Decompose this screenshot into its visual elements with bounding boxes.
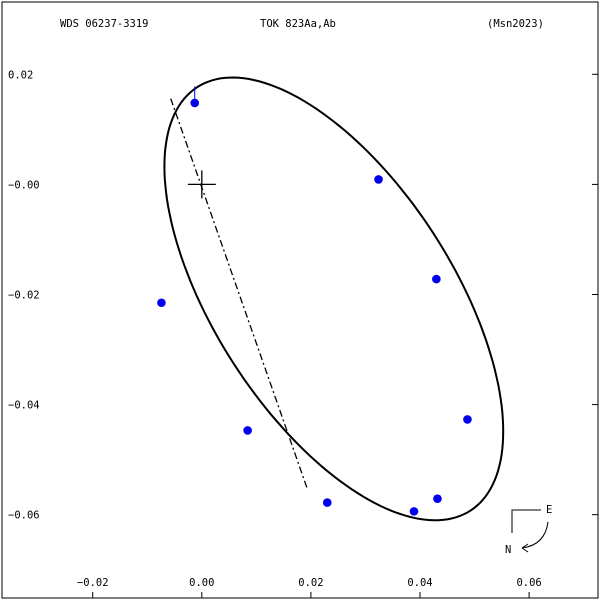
x-tick-label: 0.02 <box>298 577 323 589</box>
observation-points <box>157 98 472 516</box>
residual-lines <box>194 86 196 103</box>
compass-east-label: E <box>546 504 552 516</box>
observation-point <box>322 498 332 507</box>
orientation-compass: E N <box>505 504 552 556</box>
axis-ticks <box>92 73 598 598</box>
x-tick-label: −0.02 <box>77 577 109 589</box>
header-wds-id: WDS 06237-3319 <box>60 18 149 30</box>
compass-north-label: N <box>505 544 511 556</box>
y-tick-label: −0.00 <box>8 179 40 191</box>
y-tick-label: 0.02 <box>8 69 33 81</box>
observation-point <box>463 415 472 424</box>
observation-point <box>243 426 252 435</box>
x-tick-label: 0.00 <box>189 577 214 589</box>
observation-point <box>374 175 383 184</box>
y-tick-label: −0.06 <box>8 510 40 522</box>
axis-tick-labels: −0.02 0.00 0.02 0.04 0.06 0.02 −0.00 −0.02 −0.04… <box>8 69 542 589</box>
observation-point <box>409 507 419 516</box>
observation-point <box>433 494 442 504</box>
x-tick-label: 0.06 <box>516 577 541 589</box>
primary-star-marker <box>187 170 216 199</box>
observation-point <box>157 298 166 308</box>
observation-point <box>432 274 441 284</box>
y-tick-label: −0.04 <box>8 400 40 412</box>
x-tick-label: 0.04 <box>407 577 432 589</box>
orbit-ellipse <box>163 76 505 522</box>
compass-rotation-arrow <box>521 521 549 549</box>
header-pair-name: TOK 823Aa,Ab <box>260 18 336 30</box>
line-of-nodes <box>170 98 308 489</box>
y-tick-label: −0.02 <box>8 289 40 301</box>
observation-point <box>190 98 200 108</box>
header-reference: (Msn2023) <box>487 18 544 30</box>
compass-east-arm <box>511 509 541 533</box>
compass-arrow-head <box>521 543 529 553</box>
